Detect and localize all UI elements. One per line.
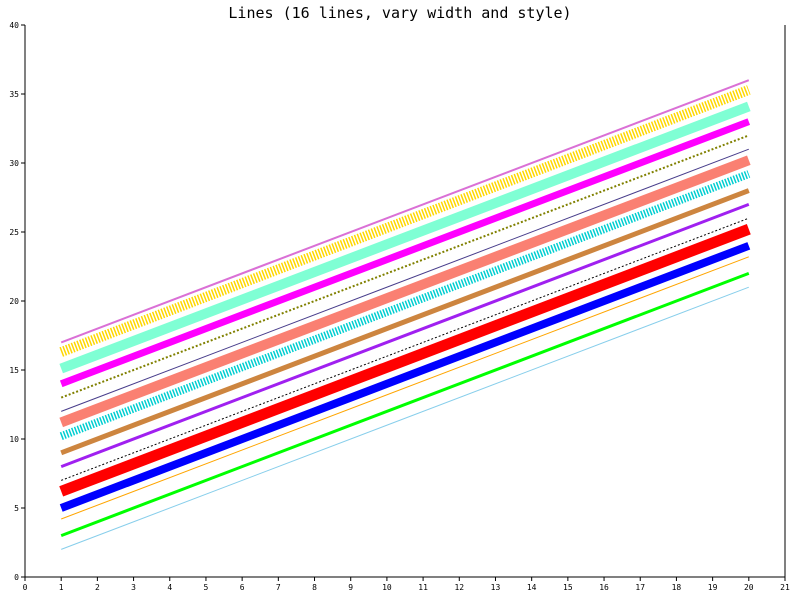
x-tick-label: 9: [348, 583, 353, 592]
series-line-1: [61, 286, 749, 550]
series-line-5: [59, 224, 751, 497]
x-tick-label: 6: [240, 583, 245, 592]
x-ticks: 0 1 2 3 4 5 6 7 8 9 10 11 12 13 14 15 16 17 18 19 20 21: [23, 577, 790, 592]
x-tick-label: 10: [382, 583, 392, 592]
x-tick-label: 14: [527, 583, 537, 592]
x-tick-label: 13: [491, 583, 501, 592]
x-tick-label: 20: [744, 583, 754, 592]
x-tick-label: 1: [59, 583, 64, 592]
series-layer: [59, 79, 751, 550]
series-line-9: [59, 170, 751, 440]
y-tick-label: 40: [9, 21, 19, 30]
series-line-7: [60, 202, 750, 469]
series-line-11: [61, 148, 749, 412]
x-tick-label: 17: [635, 583, 645, 592]
y-tick-label: 35: [9, 90, 19, 99]
chart-title: Lines (16 lines, vary width and style): [228, 4, 571, 22]
series-line-15: [59, 85, 751, 357]
y-tick-label: 25: [9, 228, 19, 237]
series-line-16: [60, 79, 750, 344]
y-tick-label: 20: [9, 297, 19, 306]
series-line-3: [61, 256, 749, 520]
series-line-8: [60, 188, 750, 456]
y-tick-label: 15: [9, 366, 19, 375]
x-tick-label: 8: [312, 583, 317, 592]
x-tick-label: 19: [708, 583, 718, 592]
x-tick-label: 18: [672, 583, 682, 592]
y-ticks: 0 5 10 15 20 25 30 35 40: [9, 21, 25, 582]
x-tick-label: 2: [95, 583, 100, 592]
series-line-12: [60, 134, 750, 399]
x-tick-label: 12: [454, 583, 464, 592]
y-tick-label: 30: [9, 159, 19, 168]
series-line-13: [59, 118, 751, 388]
x-tick-label: 21: [780, 583, 790, 592]
x-tick-label: 5: [204, 583, 209, 592]
y-tick-label: 5: [14, 504, 19, 513]
x-tick-label: 0: [23, 583, 28, 592]
x-tick-label: 11: [418, 583, 428, 592]
x-tick-label: 3: [131, 583, 136, 592]
y-tick-label: 0: [14, 573, 19, 582]
x-tick-label: 16: [599, 583, 609, 592]
x-tick-label: 7: [276, 583, 281, 592]
series-line-2: [60, 271, 750, 538]
y-tick-label: 10: [9, 435, 19, 444]
series-line-6: [61, 217, 749, 481]
series-line-14: [59, 101, 751, 374]
series-line-4: [59, 242, 751, 512]
x-tick-label: 4: [167, 583, 172, 592]
series-line-10: [59, 155, 751, 428]
x-tick-label: 15: [563, 583, 573, 592]
